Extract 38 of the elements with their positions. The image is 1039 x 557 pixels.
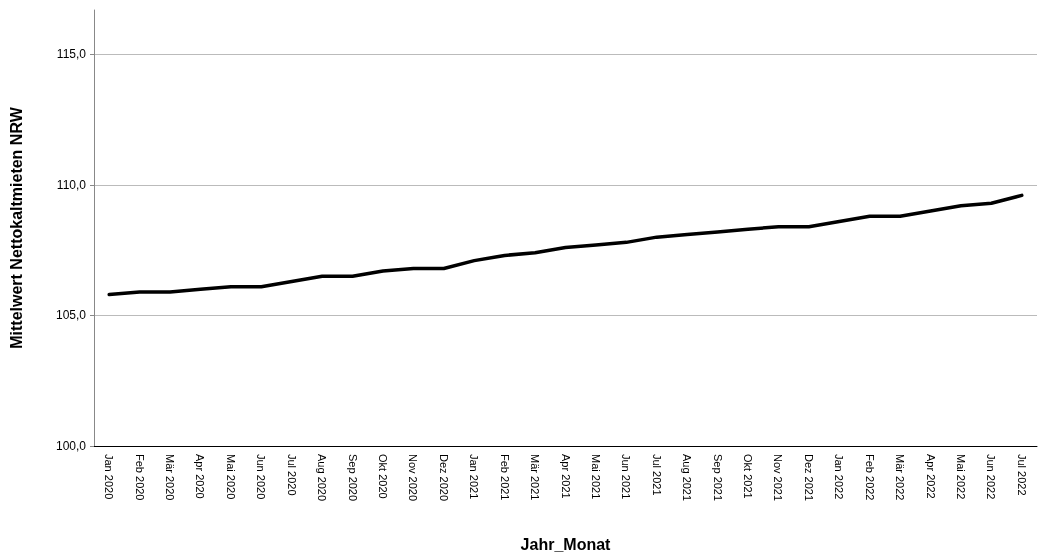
x-tick-label: Okt 2020 bbox=[376, 454, 389, 499]
y-axis-title: Mittelwert Nettokaltmieten NRW bbox=[7, 106, 25, 349]
x-tick-label: Jun 2021 bbox=[620, 454, 633, 500]
y-tick-label: 115,0 bbox=[56, 47, 87, 62]
x-tick-label: Mär 2021 bbox=[529, 454, 542, 501]
x-tick-label: Apr 2020 bbox=[194, 454, 207, 499]
x-tick-label: Apr 2022 bbox=[924, 454, 937, 499]
x-tick-label: Aug 2021 bbox=[681, 454, 694, 502]
x-tick-label: Dez 2020 bbox=[437, 454, 450, 502]
x-tick-label: Sep 2020 bbox=[346, 454, 359, 502]
x-tick-label: Jul 2021 bbox=[650, 454, 663, 496]
y-tick-label: 105,0 bbox=[55, 308, 87, 323]
x-tick-label: Sep 2021 bbox=[711, 454, 724, 502]
x-tick-label: Aug 2020 bbox=[316, 454, 329, 502]
x-tick-label: Mär 2022 bbox=[894, 454, 907, 501]
x-tick-label: Jul 2022 bbox=[1015, 454, 1028, 496]
x-tick-label: Jul 2020 bbox=[285, 454, 298, 496]
x-tick-label: Feb 2021 bbox=[498, 454, 511, 501]
x-tick-label: Feb 2020 bbox=[133, 454, 146, 501]
x-tick-label: Mai 2020 bbox=[224, 454, 237, 500]
x-tick-label: Feb 2022 bbox=[863, 454, 876, 501]
x-tick-label: Apr 2021 bbox=[559, 454, 572, 499]
x-tick-label: Mär 2020 bbox=[164, 454, 177, 501]
x-tick-label: Jan 2020 bbox=[103, 454, 116, 500]
x-axis-title: Jahr_Monat bbox=[520, 535, 612, 553]
y-tick-label: 100,0 bbox=[55, 439, 87, 453]
x-tick-label: Jan 2022 bbox=[833, 454, 846, 500]
x-tick-label: Jun 2022 bbox=[985, 454, 998, 500]
line-series bbox=[107, 193, 1024, 297]
x-tick-label: Jan 2021 bbox=[468, 454, 481, 500]
y-tick-label: 110,0 bbox=[56, 177, 87, 192]
x-tick-label: Mai 2022 bbox=[954, 454, 967, 500]
x-tick-label: Jun 2020 bbox=[255, 454, 268, 500]
x-tick-label: Nov 2020 bbox=[407, 454, 420, 502]
x-tick-label: Mai 2021 bbox=[589, 454, 602, 500]
x-tick-label: Dez 2021 bbox=[802, 454, 815, 502]
x-tick-label: Okt 2021 bbox=[742, 454, 755, 499]
x-tick-label: Nov 2021 bbox=[772, 454, 785, 502]
